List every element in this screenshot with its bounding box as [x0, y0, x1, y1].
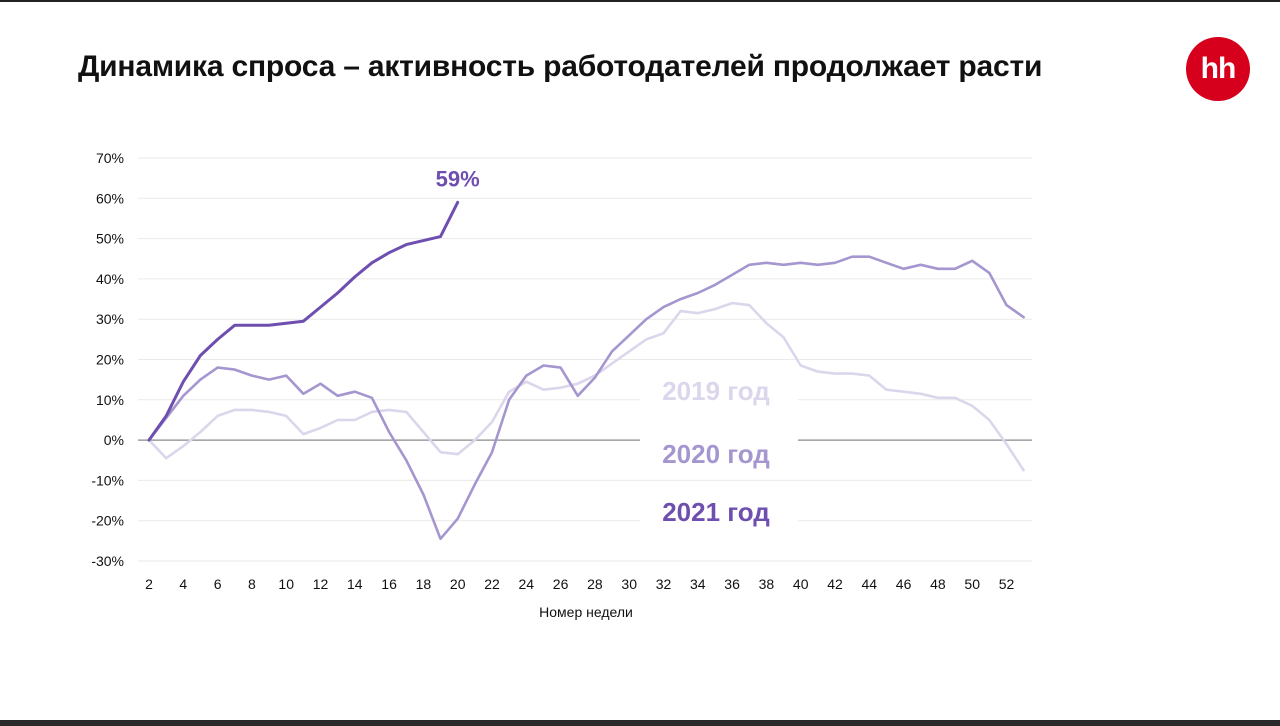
x-tick-label: 32 [656, 576, 672, 592]
x-axis-title: Номер недели [539, 604, 633, 620]
x-tick-label: 40 [793, 576, 809, 592]
legend-background [640, 367, 798, 405]
x-tick-label: 30 [621, 576, 637, 592]
x-tick-label: 28 [587, 576, 603, 592]
x-axis-ticks: 2 4 6 8 10 12 14 16 18 20 22 24 26 28 30 32 34 36 38 40 42 44… [145, 576, 1014, 592]
x-tick-label: 10 [278, 576, 294, 592]
series-line-3 [147, 200, 460, 442]
x-tick-label: 50 [964, 576, 980, 592]
y-tick-label: 0% [104, 432, 124, 448]
legend: 2019 год 2020 год 2021 год [640, 367, 798, 527]
legend-background [640, 430, 798, 468]
x-tick-label: 26 [553, 576, 569, 592]
y-tick-label: 60% [96, 190, 124, 206]
data-label-peak: 59% [436, 166, 480, 191]
legend-label-3: 2021 год [662, 497, 770, 527]
y-tick-label: 10% [96, 392, 124, 408]
series-line-1 [147, 301, 1025, 472]
y-tick-label: 50% [96, 231, 124, 247]
legend-label-2: 2020 год [662, 439, 770, 469]
x-tick-label: 18 [416, 576, 432, 592]
x-tick-label: 22 [484, 576, 500, 592]
x-tick-label: 42 [827, 576, 843, 592]
page-title: Динамика спроса – активность работодател… [78, 50, 1043, 83]
x-tick-label: 46 [896, 576, 912, 592]
legend-background [640, 488, 798, 526]
x-tick-label: 16 [381, 576, 397, 592]
x-tick-label: 8 [248, 576, 256, 592]
y-tick-label: 70% [96, 150, 124, 166]
x-tick-label: 44 [862, 576, 878, 592]
y-tick-label: -30% [91, 553, 124, 569]
logo-text: hh [1200, 52, 1237, 85]
x-tick-label: 14 [347, 576, 363, 592]
x-tick-label: 48 [930, 576, 946, 592]
annotations: 59% [436, 166, 480, 191]
series-lines [147, 200, 1025, 541]
hh-logo: hh [1186, 37, 1250, 101]
x-tick-label: 6 [214, 576, 222, 592]
series-line-2 [147, 255, 1025, 541]
top-border [0, 0, 1280, 2]
x-tick-label: 12 [313, 576, 329, 592]
y-tick-label: -20% [91, 513, 124, 529]
x-tick-label: 4 [179, 576, 187, 592]
y-axis-ticks: -30% -20% -10% 0% 10% 20% 30% 40% 50% 60% 70% [91, 150, 124, 569]
x-tick-label: 36 [724, 576, 740, 592]
grid [138, 157, 1032, 562]
y-tick-label: -10% [91, 472, 124, 488]
y-tick-label: 30% [96, 311, 124, 327]
x-tick-label: 24 [519, 576, 535, 592]
legend-label-1: 2019 год [662, 376, 770, 406]
bottom-border [0, 720, 1280, 726]
x-tick-label: 2 [145, 576, 153, 592]
x-tick-label: 34 [690, 576, 706, 592]
x-tick-label: 20 [450, 576, 466, 592]
y-tick-label: 20% [96, 352, 124, 368]
y-tick-label: 40% [96, 271, 124, 287]
x-tick-label: 38 [759, 576, 775, 592]
x-tick-label: 52 [999, 576, 1015, 592]
